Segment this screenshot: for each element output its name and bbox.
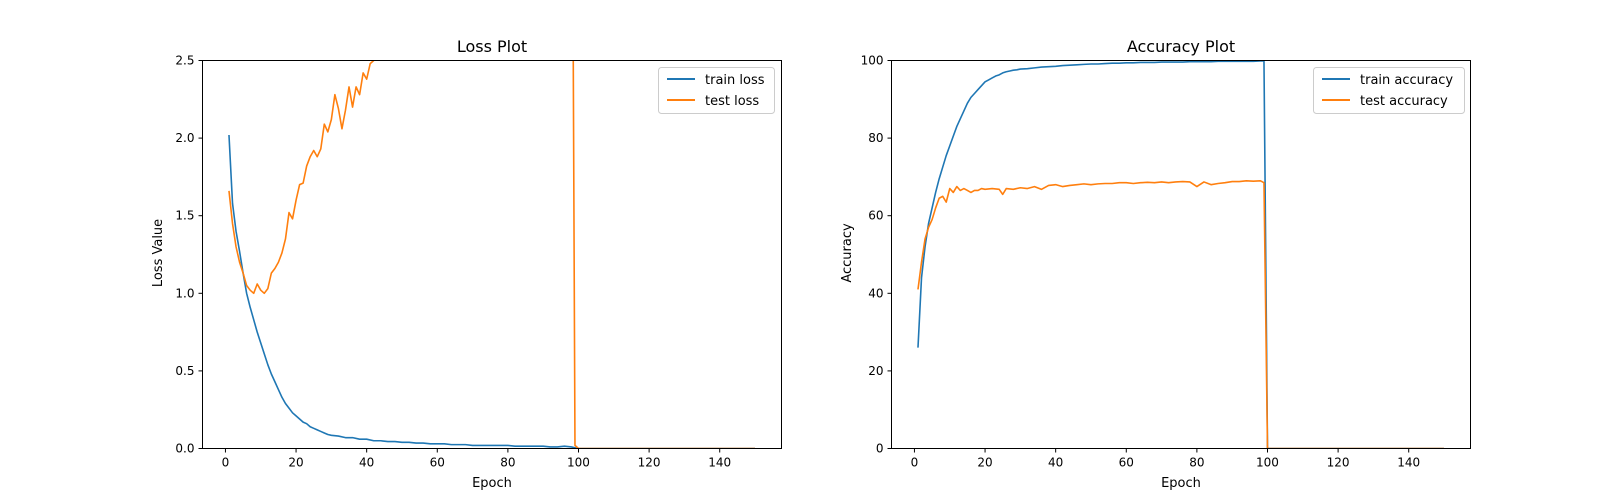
x-tick-label: 100	[567, 456, 590, 470]
y-tick-label: 0.5	[175, 364, 194, 378]
loss-chart-title: Loss Plot	[457, 37, 527, 56]
y-tick-label: 40	[868, 286, 883, 300]
y-tick-label: 0.0	[175, 442, 194, 456]
loss-chart-frame	[202, 60, 782, 449]
x-tick-label: 20	[977, 456, 992, 470]
accuracy-chart-legend: train accuracy test accuracy	[1313, 67, 1465, 114]
x-tick-label: 120	[1327, 456, 1350, 470]
y-tick-label: 20	[868, 364, 883, 378]
accuracy-chart-frame	[891, 60, 1471, 449]
x-tick-label: 120	[638, 456, 661, 470]
x-tick-label: 140	[708, 456, 731, 470]
y-tick-label: 0	[876, 442, 884, 456]
loss-chart-lines	[228, 60, 756, 449]
x-tick-label: 20	[288, 456, 303, 470]
accuracy-chart-ticks: 0 20 40 60 80 100 120 140 0 20 40 60 80 100	[861, 54, 1421, 470]
y-tick-label: 1.0	[175, 286, 194, 300]
y-tick-label: 100	[861, 54, 884, 68]
y-tick-label: 80	[868, 131, 883, 145]
loss-chart-legend: train loss test loss	[658, 67, 775, 114]
loss-series-train-line	[228, 134, 756, 449]
x-tick-label: 40	[359, 456, 374, 470]
y-tick-label: 60	[868, 209, 883, 223]
accuracy-legend-train-label: train accuracy	[1360, 73, 1453, 88]
loss-series-test-line	[228, 60, 756, 449]
x-tick-label: 60	[430, 456, 445, 470]
x-tick-label: 80	[1189, 456, 1204, 470]
loss-chart-xlabel: Epoch	[472, 476, 512, 491]
accuracy-chart-title: Accuracy Plot	[1127, 37, 1235, 56]
loss-legend-train-label: train loss	[705, 73, 765, 88]
loss-chart-ticks: 0 20 40 60 80 100 120 140 0.0 0.5 1.0 1.5 2.0 2.5	[175, 54, 731, 470]
x-tick-label: 0	[911, 456, 919, 470]
x-tick-label: 140	[1397, 456, 1420, 470]
x-tick-label: 0	[222, 456, 230, 470]
accuracy-chart-ylabel: Accuracy	[840, 223, 855, 283]
y-tick-label: 1.5	[175, 209, 194, 223]
x-tick-label: 80	[500, 456, 515, 470]
x-tick-label: 40	[1048, 456, 1063, 470]
loss-chart: Loss Plot Epoch Loss Value 0 20 40 60 80 100 1…	[151, 37, 782, 491]
loss-legend-test-label: test loss	[705, 94, 759, 109]
accuracy-legend-test-label: test accuracy	[1360, 94, 1448, 109]
accuracy-series-train-line	[917, 60, 1445, 449]
y-tick-label: 2.0	[175, 131, 194, 145]
accuracy-series-test-line	[917, 179, 1445, 449]
accuracy-chart-lines	[917, 60, 1445, 449]
accuracy-legend-box	[1313, 67, 1465, 114]
x-tick-label: 100	[1256, 456, 1279, 470]
y-tick-label: 2.5	[175, 54, 194, 68]
loss-chart-ylabel: Loss Value	[151, 219, 166, 287]
accuracy-chart: Accuracy Plot Epoch Accuracy 0 20 40 60 80 10…	[840, 37, 1471, 491]
accuracy-chart-xlabel: Epoch	[1161, 476, 1201, 491]
x-tick-label: 60	[1119, 456, 1134, 470]
